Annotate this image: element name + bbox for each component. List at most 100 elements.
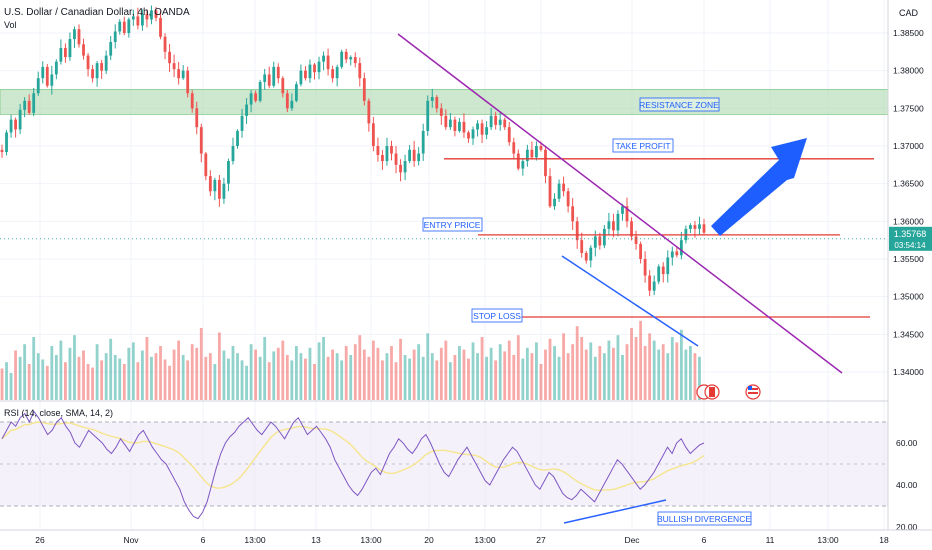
candle-body [335,66,339,79]
volume-bar [679,329,683,400]
candle-body [417,153,421,162]
event-flag-cad[interactable] [696,384,720,400]
volume-bar [507,340,511,400]
volume-bar [439,347,443,400]
volume-bar [362,349,366,400]
candle-body [553,198,556,207]
volume-bar [371,340,375,400]
volume-bar [589,342,593,400]
candle-body [507,127,511,143]
candle-body [421,130,425,154]
volume-label: Vol [4,20,17,30]
candle-body [304,70,307,79]
candle-body [634,236,638,244]
candle-body [159,17,162,37]
candle-body [322,55,325,62]
volume-bar [580,337,584,400]
candle-body [571,206,575,222]
volume-bar [118,358,122,400]
candle-body [584,252,588,261]
candle-body [104,55,108,71]
candle-body [548,176,552,207]
volume-bar [657,349,661,400]
volume-bar [313,364,316,400]
countdown-value: 03:54:14 [894,241,926,250]
bullish-arrow [711,138,807,236]
volume-bar [684,349,688,400]
candle-body [476,123,479,130]
candle-body [675,251,679,256]
candle-body [204,153,208,177]
candle-body [45,66,49,86]
candle-body [435,97,439,109]
volume-bar [557,356,561,400]
candle-body [557,183,561,199]
volume-bar [661,344,665,400]
volume-bar [23,344,27,400]
candle-body [299,70,303,85]
candle-body [131,16,135,20]
volume-bar [467,358,470,400]
volume-bar [41,359,45,400]
rsi-tick-label: 20.00 [896,522,918,532]
volume-bar [652,340,656,400]
take-profit-label: TAKE PROFIT [612,138,674,153]
candle-body [77,29,81,45]
volume-bar [494,360,498,400]
candle-body [503,119,507,128]
volume-bar [634,337,638,400]
event-flag-usd[interactable] [745,384,761,400]
volume-bar [643,346,647,400]
last-price-tag: 1.35768 03:54:14 [889,226,932,251]
candle-body [385,146,389,162]
candle-body [480,123,484,135]
candle-body [54,61,58,75]
candle-body [186,70,190,94]
candle-body [698,224,701,229]
canada-flag-icon [709,387,715,397]
volume-bar [648,333,652,400]
volume-bar [535,342,538,400]
volume-bar [199,328,203,400]
price-tick-label: 1.37500 [893,103,924,113]
candle-body [308,64,312,79]
candle-body [580,240,584,253]
candle-body [562,183,566,192]
price-tick-label: 1.35500 [893,254,924,264]
volume-bar [358,335,362,400]
time-axis[interactable] [0,530,932,550]
candle-body [64,48,67,58]
price-axis-ticks: 1.38500 1.38000 1.37500 1.37000 1.36500 1.360… [893,28,924,377]
volume-bar [45,365,49,400]
candle-body [82,44,85,56]
candle-body [458,121,461,131]
volume-bar [122,364,126,400]
candle-body [353,57,357,64]
volume-bars [0,320,701,400]
candle-body [263,74,267,82]
candlesticks [0,5,706,297]
candle-body [73,29,76,40]
volume-bar [172,349,176,400]
volume-bar [353,344,357,400]
candle-body [32,93,36,113]
time-tick-label: 13:00 [474,535,496,545]
candle-body [222,183,226,199]
candle-body [86,55,90,70]
rsi-line [1,410,705,520]
candle-body [0,149,4,153]
volume-bar [435,360,439,400]
volume-bar [399,338,402,400]
price-tick-label: 1.38000 [893,66,924,76]
candle-body [154,10,158,18]
candle-body [621,206,624,214]
volume-bar [294,346,298,400]
candle-body [657,266,661,282]
price-tick-label: 1.34000 [893,367,924,377]
volume-bar [575,326,579,400]
volume-bar [136,362,140,400]
candle-body [109,42,113,56]
volume-bar [181,355,185,400]
volume-bar [290,360,294,400]
price-axis[interactable] [888,0,932,550]
